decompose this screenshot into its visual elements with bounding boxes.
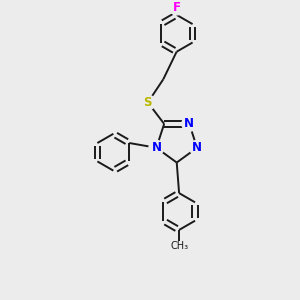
Text: S: S xyxy=(144,96,152,109)
Circle shape xyxy=(149,140,164,155)
Circle shape xyxy=(169,0,184,15)
Circle shape xyxy=(190,140,205,155)
Circle shape xyxy=(182,116,197,131)
Circle shape xyxy=(140,95,155,110)
Text: N: N xyxy=(184,117,194,130)
Text: F: F xyxy=(172,1,181,14)
Text: N: N xyxy=(152,141,161,154)
Text: CH₃: CH₃ xyxy=(170,241,188,251)
Text: N: N xyxy=(192,141,202,154)
